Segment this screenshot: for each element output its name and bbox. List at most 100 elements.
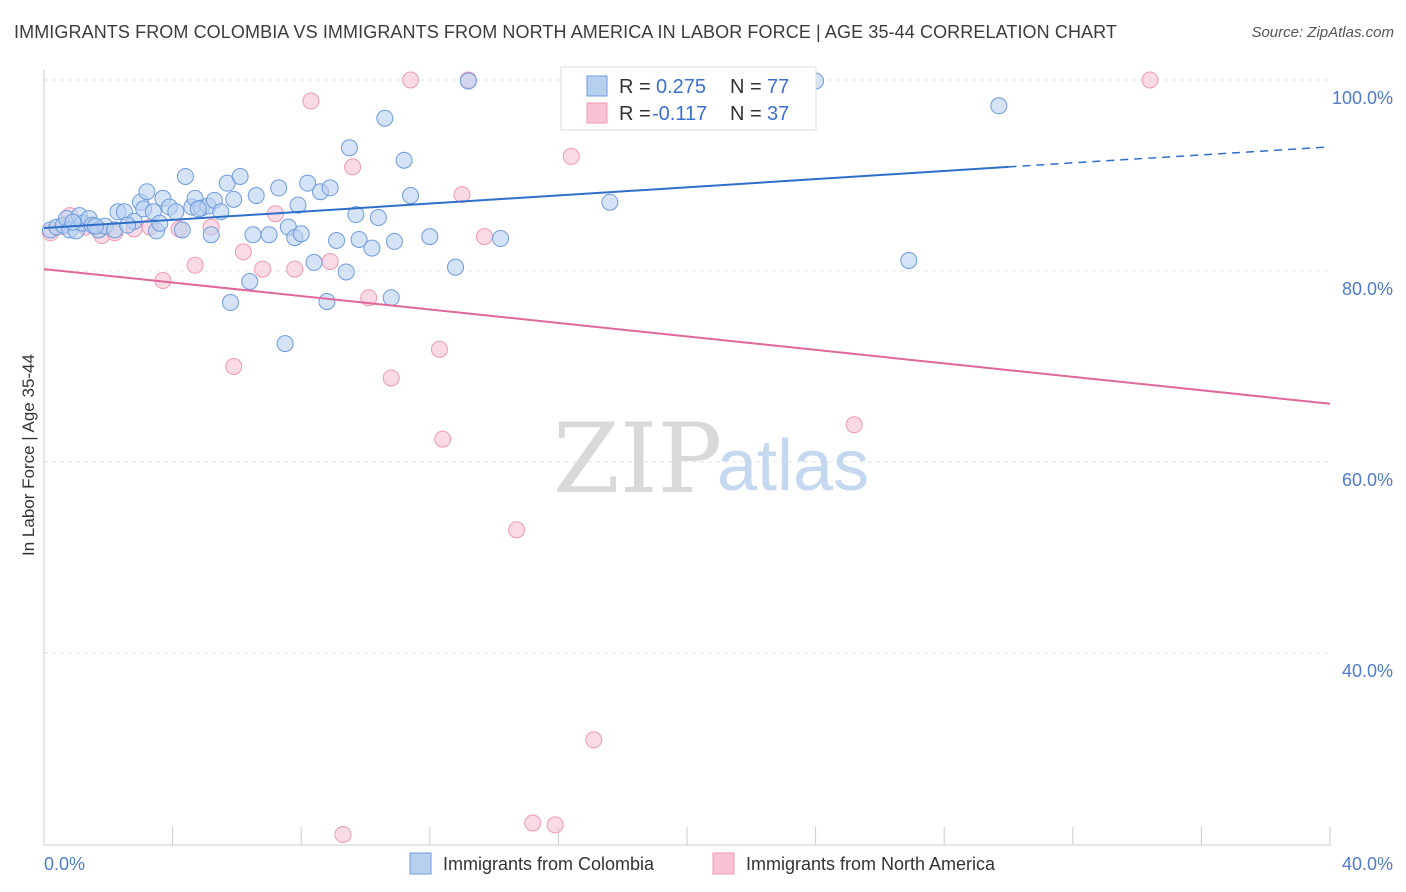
point-colombia-59 bbox=[382, 289, 400, 307]
point-colombia-65 bbox=[459, 72, 477, 90]
legend-n-value-north-america: 37 bbox=[767, 103, 789, 125]
point-colombia-30 bbox=[202, 226, 220, 244]
point-colombia-73 bbox=[151, 214, 169, 232]
point-north-america-33 bbox=[585, 731, 603, 749]
point-colombia-47 bbox=[305, 253, 323, 271]
trend-line-colombia-extension bbox=[1008, 146, 1331, 168]
point-colombia-60 bbox=[385, 232, 403, 250]
point-north-america-24 bbox=[430, 340, 448, 358]
bottom-legend-swatch-colombia bbox=[409, 852, 432, 875]
point-colombia-61 bbox=[395, 151, 413, 169]
point-colombia-62 bbox=[402, 187, 420, 205]
point-north-america-16 bbox=[286, 260, 304, 278]
point-colombia-64 bbox=[447, 258, 465, 276]
point-colombia-34 bbox=[221, 294, 239, 312]
point-colombia-49 bbox=[318, 293, 336, 311]
legend-n-label-colombia: N = bbox=[730, 76, 762, 98]
bottom-legend-swatch-north-america bbox=[712, 852, 735, 875]
point-north-america-36 bbox=[1141, 71, 1159, 89]
point-colombia-51 bbox=[328, 231, 346, 249]
point-colombia-56 bbox=[363, 239, 381, 257]
point-colombia-52 bbox=[337, 263, 355, 281]
point-colombia-58 bbox=[376, 109, 394, 127]
point-colombia-66 bbox=[492, 230, 510, 248]
point-colombia-45 bbox=[292, 225, 310, 243]
legend-n-label-north-america: N = bbox=[730, 103, 762, 125]
point-colombia-55 bbox=[350, 230, 368, 248]
point-colombia-76 bbox=[64, 213, 82, 231]
point-north-america-17 bbox=[302, 92, 320, 110]
point-colombia-63 bbox=[421, 228, 439, 246]
point-north-america-10 bbox=[186, 256, 204, 274]
point-colombia-18 bbox=[138, 183, 156, 201]
x-tick-label-0: 0.0% bbox=[44, 854, 85, 874]
point-colombia-44 bbox=[289, 196, 307, 214]
y-tick-label-0: 100.0% bbox=[1332, 88, 1393, 108]
axes bbox=[43, 70, 1331, 846]
x-tick-label-1: 40.0% bbox=[1342, 854, 1393, 874]
point-colombia-40 bbox=[260, 226, 278, 244]
point-colombia-38 bbox=[244, 226, 262, 244]
point-north-america-28 bbox=[475, 228, 493, 246]
bottom-legend-colombia: Immigrants from Colombia bbox=[443, 854, 655, 874]
point-north-america-19 bbox=[334, 825, 352, 843]
x-tick-labels: 0.0% 40.0% bbox=[44, 854, 1393, 874]
point-colombia-24 bbox=[173, 221, 191, 239]
point-colombia-35 bbox=[225, 190, 243, 208]
y-axis-label: In Labor Force | Age 35-44 bbox=[19, 354, 38, 556]
point-colombia-57 bbox=[369, 209, 387, 227]
point-colombia-46 bbox=[299, 174, 317, 192]
source-label: Source: ZipAtlas.com bbox=[1251, 24, 1394, 41]
point-north-america-31 bbox=[546, 816, 564, 834]
series-colombia bbox=[41, 72, 1008, 353]
trend-line-north-america bbox=[43, 268, 1331, 405]
legend-r-value-north-america: -0.117 bbox=[652, 103, 707, 125]
point-north-america-13 bbox=[234, 243, 252, 261]
point-north-america-32 bbox=[562, 147, 580, 165]
point-north-america-23 bbox=[402, 71, 420, 89]
point-colombia-25 bbox=[176, 167, 194, 185]
point-north-america-14 bbox=[254, 260, 272, 278]
bottom-legend-north-america: Immigrants from North America bbox=[746, 854, 996, 874]
watermark-zip: ZIP bbox=[553, 403, 722, 515]
watermark: ZIP atlas bbox=[553, 403, 869, 515]
legend-bottom: Immigrants from Colombia Immigrants from… bbox=[409, 852, 996, 875]
point-colombia-39 bbox=[247, 187, 265, 205]
trend-line-colombia bbox=[43, 165, 1009, 230]
point-colombia-41 bbox=[270, 179, 288, 197]
point-north-america-30 bbox=[524, 814, 542, 832]
point-colombia-72 bbox=[119, 216, 137, 234]
point-colombia-54 bbox=[347, 206, 365, 224]
legend-n-value-colombia: 77 bbox=[767, 76, 789, 98]
watermark-atlas: atlas bbox=[717, 426, 869, 506]
point-north-america-12 bbox=[225, 358, 243, 375]
point-colombia-71 bbox=[276, 335, 294, 353]
legend-swatch-north-america bbox=[586, 102, 608, 124]
point-north-america-20 bbox=[344, 158, 362, 176]
legend-r-label-north-america: R = bbox=[619, 103, 651, 125]
point-colombia-53 bbox=[340, 139, 358, 157]
trend-lines bbox=[43, 146, 1331, 405]
point-colombia-69 bbox=[990, 97, 1008, 115]
chart-title: IMMIGRANTS FROM COLOMBIA VS IMMIGRANTS F… bbox=[14, 22, 1118, 42]
legend-r-label-colombia: R = bbox=[619, 76, 651, 98]
legend-r-value-colombia: 0.275 bbox=[656, 76, 706, 98]
point-colombia-67 bbox=[601, 193, 619, 211]
point-colombia-74 bbox=[189, 200, 207, 218]
point-north-america-29 bbox=[508, 521, 526, 539]
point-colombia-36 bbox=[231, 167, 249, 185]
y-tick-label-3: 40.0% bbox=[1342, 661, 1393, 681]
point-north-america-18 bbox=[321, 252, 339, 270]
y-tick-labels: 100.0% 80.0% 60.0% 40.0% bbox=[1332, 88, 1393, 681]
y-tick-label-2: 60.0% bbox=[1342, 470, 1393, 490]
point-colombia-37 bbox=[241, 273, 259, 291]
point-north-america-26 bbox=[453, 186, 471, 204]
point-colombia-23 bbox=[167, 203, 185, 221]
legend-top: R = 0.275 N = 77 R = -0.117 N = 37 bbox=[560, 66, 817, 131]
point-colombia-70 bbox=[900, 251, 918, 269]
point-north-america-22 bbox=[382, 369, 400, 387]
point-colombia-50 bbox=[321, 179, 339, 197]
point-north-america-35 bbox=[845, 416, 863, 434]
y-tick-label-1: 80.0% bbox=[1342, 279, 1393, 299]
